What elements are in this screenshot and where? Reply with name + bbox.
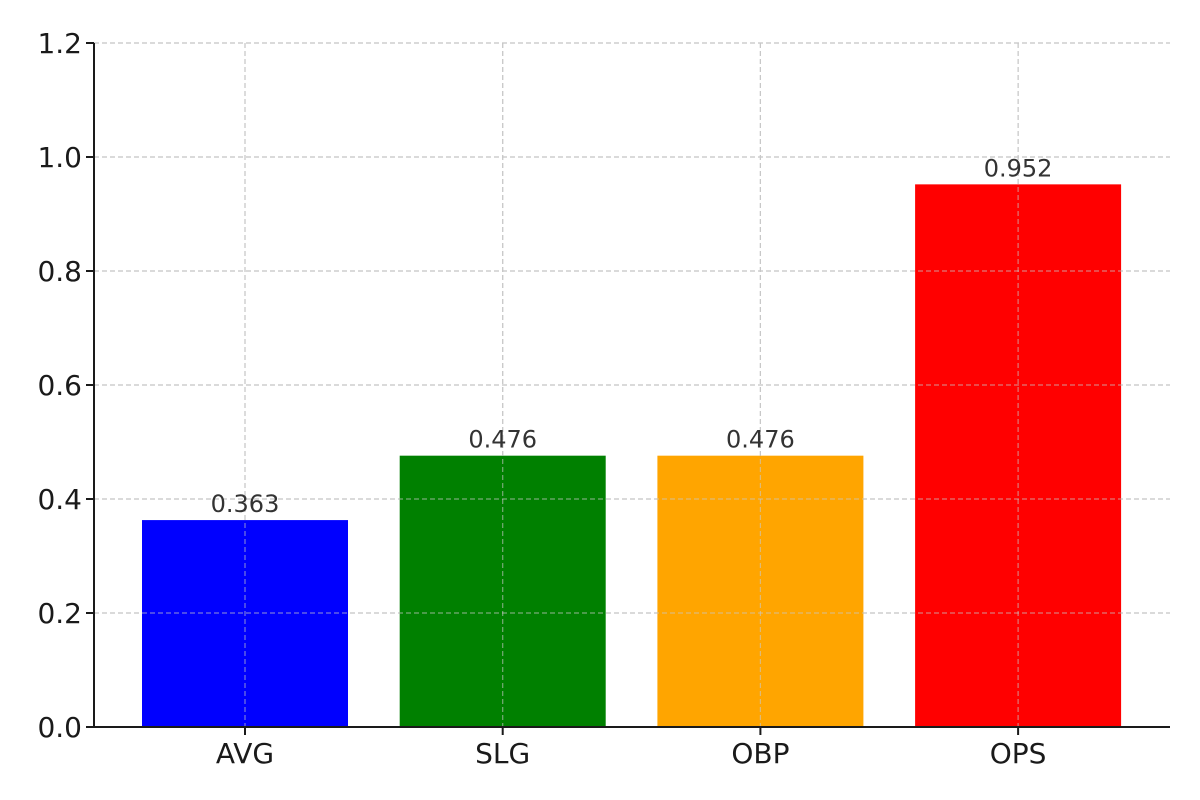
bars [94,42,1170,728]
x-tick-label: AVG [216,737,274,770]
bar-value-label: 0.952 [984,154,1053,182]
y-tick-label: 0.8 [37,255,82,288]
data-labels: 0.363 0.476 0.476 0.952 [211,154,1053,518]
y-tick-label: 0.4 [37,483,82,516]
bar-value-label: 0.363 [211,490,280,518]
x-tick-label: OPS [990,737,1047,770]
y-tick-label: 0.2 [37,597,82,630]
y-tick-label: 1.0 [37,141,82,174]
x-tick-label: SLG [475,737,530,770]
y-tick-label: 0.0 [37,711,82,744]
ticks: 0.0 0.2 0.4 0.6 0.8 1.0 1.2 AVG SLG OBP OPS [37,27,1046,770]
y-tick-label: 1.2 [37,27,82,60]
bar-value-label: 0.476 [726,426,795,454]
x-tick-label: OBP [731,737,789,770]
y-tick-label: 0.6 [37,369,82,402]
bar-value-label: 0.476 [468,426,537,454]
